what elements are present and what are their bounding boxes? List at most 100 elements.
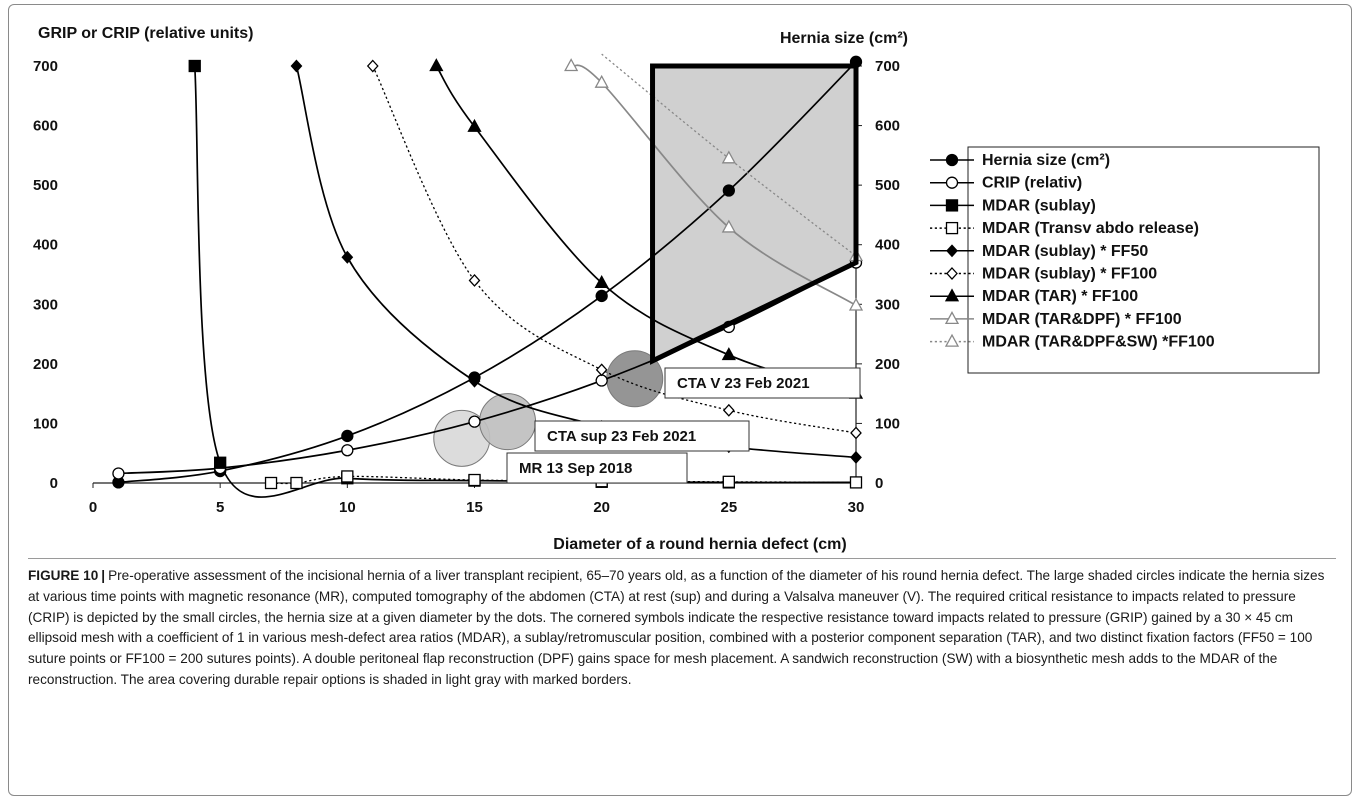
marker-mdar-transv-abdo-release	[341, 470, 354, 483]
marker-mdar-transv-abdo-release	[468, 473, 481, 487]
marker-mdar-tar-dpf-ff100	[848, 297, 864, 311]
legend-label-mdar-sublay-ff50: MDAR (sublay) * FF50	[982, 243, 1148, 260]
marker-mdar-sublay-ff50	[290, 59, 303, 73]
legend-label-crip-relativ: CRIP (relativ)	[982, 175, 1082, 192]
marker-mdar-transv-abdo-release	[849, 476, 863, 489]
legend-label-mdar-tar-dpf-ff100: MDAR (TAR&DPF) * FF100	[982, 311, 1182, 328]
marker-mdar-sublay-ff100	[468, 273, 481, 287]
y-right-tick-label: 200	[875, 356, 900, 373]
x-axis-title: Diameter of a round hernia defect (cm)	[553, 536, 846, 553]
marker-mdar-sublay-ff50	[468, 374, 481, 388]
marker-mdar-tar-ff100	[429, 58, 444, 72]
shaded-region	[652, 66, 856, 361]
x-tick-label: 5	[216, 499, 224, 516]
y-left-tick-label: 400	[33, 237, 58, 254]
x-tick-label: 25	[720, 499, 737, 516]
y-right-tick-label: 300	[875, 296, 900, 313]
x-tick-label: 30	[848, 499, 865, 516]
bubble-label-cta-v-23-feb-2021: CTA V 23 Feb 2021	[677, 375, 810, 392]
x-tick-label: 15	[466, 499, 483, 516]
caption-label: FIGURE 10	[28, 568, 99, 583]
legend-label-mdar-tar-ff100: MDAR (TAR) * FF100	[982, 288, 1138, 305]
marker-hernia-size-cm	[722, 184, 735, 197]
marker-crip-relativ	[468, 415, 481, 428]
marker-mdar-tar-dpf-ff100	[564, 58, 579, 72]
caption-text: Pre-operative assessment of the incision…	[28, 568, 1325, 687]
y-right-tick-label: 500	[875, 177, 900, 194]
marker-mdar-sublay-ff50	[341, 250, 354, 264]
legend-label-mdar-transv-abdo-release: MDAR (Transv abdo release)	[982, 220, 1199, 237]
x-tick-label: 0	[89, 499, 97, 516]
marker-mdar-tar-ff100	[467, 118, 482, 132]
figure-frame	[8, 4, 1352, 796]
legend-label-mdar-sublay-ff100: MDAR (sublay) * FF100	[982, 266, 1157, 283]
legend-marker-mdar-sublay	[945, 199, 959, 212]
marker-mdar-transv-abdo-release	[290, 476, 303, 490]
y-right-tick-label: 100	[875, 415, 900, 432]
marker-hernia-size-cm	[595, 289, 608, 303]
marker-mdar-tar-ff100	[594, 274, 609, 288]
y-left-tick-label: 700	[33, 58, 58, 75]
marker-mdar-tar-ff100	[721, 347, 736, 361]
series-line-mdar-sublay-ff100	[372, 65, 857, 434]
bubble-label-cta-sup-23-feb-2021: CTA sup 23 Feb 2021	[547, 428, 696, 445]
y-right-title: Hernia size (cm²)	[780, 30, 908, 47]
y-left-title: GRIP or CRIP (relative units)	[38, 25, 253, 42]
shaded-region-border	[650, 63, 859, 365]
marker-mdar-sublay-ff50	[850, 450, 862, 464]
marker-mdar-tar-dpf-ff100	[594, 74, 609, 88]
x-tick-label: 10	[339, 499, 356, 516]
legend-label-mdar-sublay: MDAR (sublay)	[982, 197, 1096, 214]
legend-marker-crip-relativ	[945, 176, 959, 189]
shaded-region-group	[652, 66, 856, 361]
x-tick-label: 20	[593, 499, 610, 516]
marker-mdar-tar-dpf-sw-ff100	[721, 150, 736, 164]
marker-mdar-sublay-ff100	[595, 363, 608, 377]
bubble-cta-sup-23-feb-2021	[479, 393, 537, 451]
y-left-tick-label: 600	[33, 118, 58, 135]
legend-marker-hernia-size-cm	[945, 153, 959, 167]
legend-label-mdar-tar-dpf-sw-ff100: MDAR (TAR&DPF&SW) *FF100	[982, 334, 1215, 351]
y-left-tick-label: 0	[50, 475, 58, 492]
y-right-tick-label: 600	[875, 118, 900, 135]
y-right-tick-label: 700	[875, 58, 900, 75]
bubble-label-box-cta-v-23-feb-2021	[664, 367, 861, 399]
y-left-tick-label: 100	[33, 415, 58, 432]
marker-crip-relativ	[341, 444, 354, 457]
legend-marker-mdar-tar-dpf-sw-ff100	[944, 333, 960, 347]
marker-crip-relativ	[112, 467, 125, 480]
marker-crip-relativ	[595, 374, 608, 387]
marker-mdar-transv-abdo-release	[722, 475, 735, 488]
caption-separator: |	[101, 568, 106, 583]
marker-mdar-sublay-ff100	[722, 403, 735, 417]
y-right-tick-label: 400	[875, 237, 900, 254]
legend-marker-mdar-transv-abdo-release	[945, 221, 959, 235]
y-left-tick-label: 500	[33, 177, 58, 194]
marker-hernia-size-cm	[341, 429, 354, 443]
bubble-label-box-cta-sup-23-feb-2021	[534, 420, 750, 452]
legend-label-hernia-size-cm: Hernia size (cm²)	[982, 152, 1110, 169]
caption-divider	[28, 558, 1336, 559]
marker-mdar-tar-dpf-ff100	[721, 219, 736, 233]
bubble-label-box-mr-13-sep-2018	[506, 452, 688, 484]
legend: Hernia size (cm²) CRIP (relativ) MDAR (sub…	[930, 146, 1320, 374]
bubble-labels-group: MR 13 Sep 2018 CTA sup 23 Feb 2021 CTA V 2…	[506, 367, 861, 484]
marker-mdar-sublay	[188, 59, 201, 73]
marker-mdar-sublay	[214, 456, 227, 469]
legend-marker-mdar-sublay-ff100	[946, 267, 958, 280]
marker-mdar-sublay-ff100	[366, 59, 379, 73]
marker-mdar-transv-abdo-release	[264, 476, 278, 490]
y-left-tick-label: 200	[33, 356, 58, 373]
figure-caption: FIGURE 10 | Pre-operative assessment of th…	[28, 566, 1334, 691]
shaded-region-border-group	[650, 63, 859, 365]
y-right-tick-label: 0	[875, 475, 883, 492]
legend-marker-mdar-tar-dpf-ff100	[944, 311, 960, 325]
y-left-tick-label: 300	[33, 296, 58, 313]
chart: GRIP or CRIP (relative units) Hernia siz…	[33, 25, 1320, 553]
series-line-mdar-tar-dpf-ff100	[570, 64, 857, 307]
marker-mdar-sublay-ff100	[850, 426, 862, 440]
legend-box	[967, 146, 1320, 374]
legend-marker-mdar-sublay-ff50	[946, 244, 958, 258]
legend-marker-mdar-tar-ff100	[944, 288, 960, 302]
